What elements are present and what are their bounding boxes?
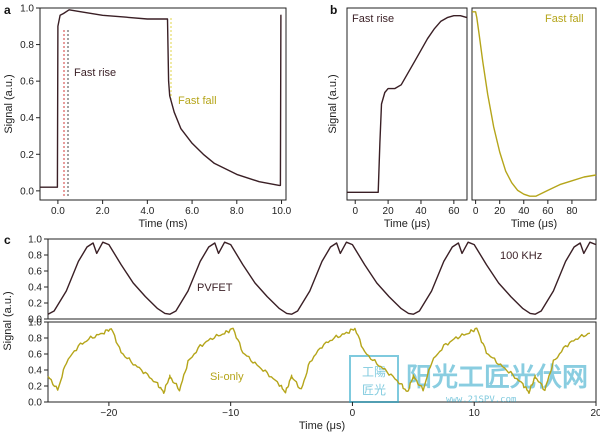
y-tick-label: 0.8: [28, 251, 42, 262]
annotation-si-only: Si-only: [210, 371, 244, 383]
y-tick-label: 0.6: [28, 350, 42, 361]
x-tick-label: 8.0: [230, 206, 244, 217]
y-tick-label: 0.4: [28, 283, 42, 294]
annotation-pvfet: PVFET: [197, 282, 233, 294]
x-tick-label: 0: [473, 206, 479, 217]
x-tick-label: 60: [448, 206, 460, 217]
panel-b-fall-xlabel: Time (μs): [511, 218, 557, 230]
x-tick-label: −10: [222, 408, 239, 419]
series-line-panel-a: [40, 9, 282, 188]
y-tick-label: 0.8: [28, 334, 42, 345]
panel-c-si-frame: [47, 321, 597, 403]
panel-b-ylabel: Signal (a.u.): [327, 74, 339, 133]
x-tick-label: 10: [469, 408, 481, 419]
series-line-si-only: [47, 327, 591, 394]
panel-c-ylabel: Signal (a.u.): [2, 291, 14, 350]
y-tick-label: 0.4: [20, 113, 34, 124]
annotation-fast-fall: Fast fall: [178, 95, 217, 107]
x-tick-label: 20: [590, 408, 600, 419]
x-tick-label: 10.0: [272, 206, 292, 217]
x-tick-label: 20: [383, 206, 395, 217]
y-tick-label: 0.0: [28, 315, 42, 326]
x-tick-label: 6.0: [185, 206, 199, 217]
watermark-seal-top: 工陽: [362, 365, 386, 379]
panel-b-rise-frame: [346, 7, 468, 201]
panel-b-rise-title: Fast rise: [352, 13, 394, 25]
panel-b-fall-title: Fast fall: [545, 13, 584, 25]
watermark-brand-text: 阳光工匠光伏网: [406, 363, 588, 393]
watermark-seal-bottom: 匠光: [362, 383, 386, 397]
panel-c-xlabel: Time (μs): [299, 420, 345, 432]
series-line-fast-rise: [347, 15, 468, 193]
x-tick-label: 4.0: [140, 206, 154, 217]
y-tick-label: 0.2: [28, 299, 42, 310]
panel-label-b: b: [330, 3, 337, 17]
x-tick-label: 40: [415, 206, 427, 217]
y-tick-label: 0.4: [28, 366, 42, 377]
y-tick-label: 0.6: [28, 267, 42, 278]
x-tick-label: 0: [352, 206, 358, 217]
y-tick-label: 1.0: [28, 318, 42, 329]
x-tick-label: 40: [518, 206, 530, 217]
panel-a-xlabel: Time (ms): [138, 218, 187, 230]
panel-a-frame: [39, 7, 287, 201]
y-tick-label: 0.0: [20, 186, 34, 197]
panel-a-ylabel: Signal (a.u.): [3, 74, 15, 133]
watermark: 工陽 匠光 阳光工匠光伏网 www.21SPV.com: [349, 355, 588, 405]
y-tick-label: 0.8: [20, 40, 34, 51]
panel-label-a: a: [4, 3, 11, 17]
x-tick-label: 80: [566, 206, 578, 217]
panel-label-c: c: [4, 233, 11, 247]
y-tick-label: 1.0: [28, 235, 42, 246]
x-tick-label: −20: [100, 408, 117, 419]
series-line-fast-fall: [472, 11, 597, 197]
y-tick-label: 0.0: [28, 398, 42, 409]
watermark-url-text: www.21SPV.com: [446, 395, 516, 405]
x-tick-label: 0: [350, 408, 356, 419]
annotation-100khz: 100 KHz: [500, 250, 542, 262]
y-tick-label: 0.2: [20, 150, 34, 161]
chart-marks: 0.0 2.0 4.0 6.0 8.0 10.0 0.0 0.2 0.4 0.6 0.8 1.0 0 20…: [20, 4, 600, 420]
series-line-pvfet: [47, 241, 597, 315]
x-tick-label: 0.0: [51, 206, 65, 217]
panel-b-rise-xlabel: Time (μs): [384, 218, 430, 230]
watermark-seal-icon: [349, 355, 399, 403]
x-tick-label: 2.0: [96, 206, 110, 217]
panel-c-pvfet-frame: [47, 238, 597, 320]
panel-b-fall-frame: [471, 7, 597, 201]
y-tick-label: 1.0: [20, 4, 34, 15]
y-tick-label: 0.2: [28, 382, 42, 393]
x-tick-label: 60: [542, 206, 554, 217]
annotation-fast-rise: Fast rise: [74, 67, 116, 79]
y-tick-label: 0.6: [20, 77, 34, 88]
x-tick-label: 20: [494, 206, 506, 217]
